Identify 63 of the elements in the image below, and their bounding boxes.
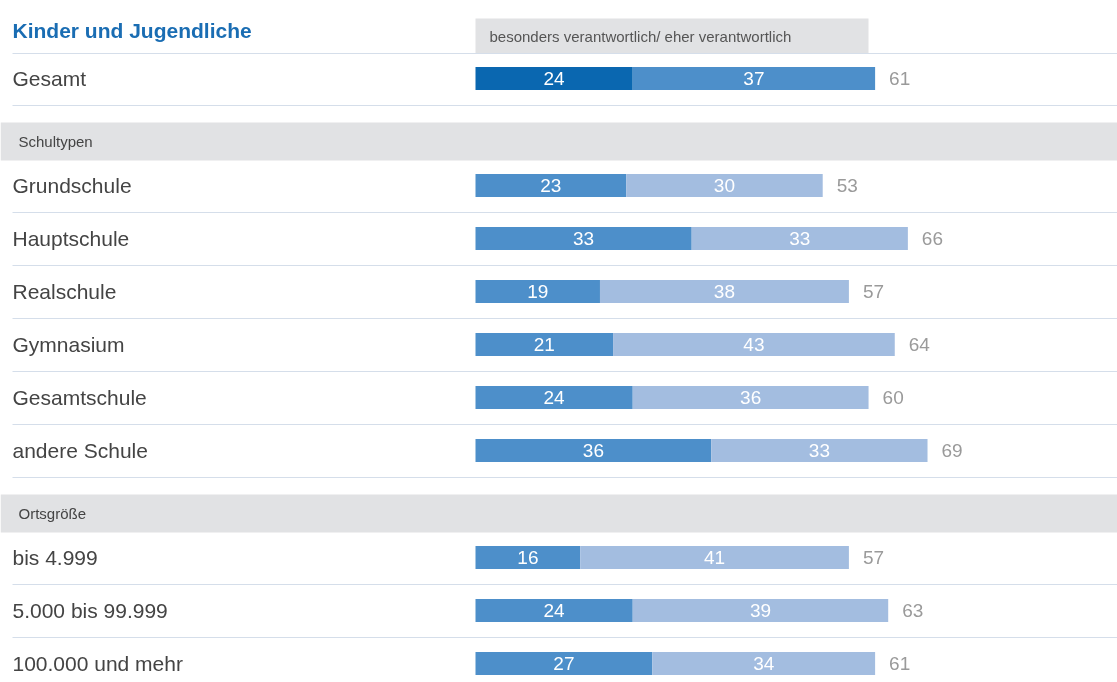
y-tick-label: 100.000 und mehr [12,652,183,675]
data-label: 24 [543,68,566,89]
y-tick-label: andere Schule [12,439,148,462]
data-label: 19 [527,281,549,302]
total-label: 53 [836,175,858,196]
bar [475,333,614,356]
data-label: 30 [713,175,736,196]
data-label: 23 [540,175,562,196]
y-tick-label: bis 4.999 [12,546,98,569]
bar [626,174,823,197]
total-label: 66 [921,228,944,249]
bar [475,599,633,622]
bar [475,652,653,675]
data-label: 38 [713,281,736,302]
total-label: 64 [908,334,931,355]
data-label: 33 [808,440,830,461]
data-label: 16 [517,547,539,568]
bar [475,227,692,250]
y-tick-label: Gymnasium [12,333,125,356]
data-label: 36 [740,387,762,408]
data-label: 33 [573,228,595,249]
y-tick-label: 5.000 bis 99.999 [12,599,168,622]
bar [632,386,869,409]
bar [475,67,633,90]
data-label: 24 [543,600,566,621]
data-label: 21 [533,334,555,355]
bar [475,280,600,303]
data-label: 34 [753,653,775,674]
bar [475,174,627,197]
bar [652,652,876,675]
total-label: 63 [902,600,924,621]
y-tick-label: Gesamt [12,67,87,90]
bar [599,280,849,303]
bar [475,386,633,409]
y-tick-label: Schultypen [18,133,93,150]
y-tick-label: Ortsgröße [18,505,87,522]
bar [691,227,908,250]
data-label: 24 [543,387,566,408]
bar [475,546,581,569]
data-label: 36 [582,440,604,461]
total-label: 69 [941,440,963,461]
total-label: 57 [862,281,885,302]
text: Kinder und Jugendliche [12,19,252,42]
total-label: 57 [862,547,885,568]
total-label: 61 [889,653,911,674]
data-label: 37 [743,68,765,89]
bar [475,439,712,462]
bar [632,599,889,622]
data-label: 27 [553,653,575,674]
bar [711,439,928,462]
y-tick-label: Gesamtschule [12,386,147,409]
chart-subtitle: besonders verantwortlich/ eher verantwortlich [489,28,792,45]
total-label: 60 [882,387,904,408]
data-label: 41 [704,547,726,568]
data-label: 39 [749,600,772,621]
bar [580,546,849,569]
total-label: 61 [889,68,911,89]
bar [613,333,895,356]
data-label: 43 [743,334,765,355]
y-tick-label: Realschule [12,280,117,303]
y-tick-label: Hauptschule [12,227,130,250]
y-tick-label: Grundschule [12,174,132,197]
data-label: 33 [789,228,811,249]
